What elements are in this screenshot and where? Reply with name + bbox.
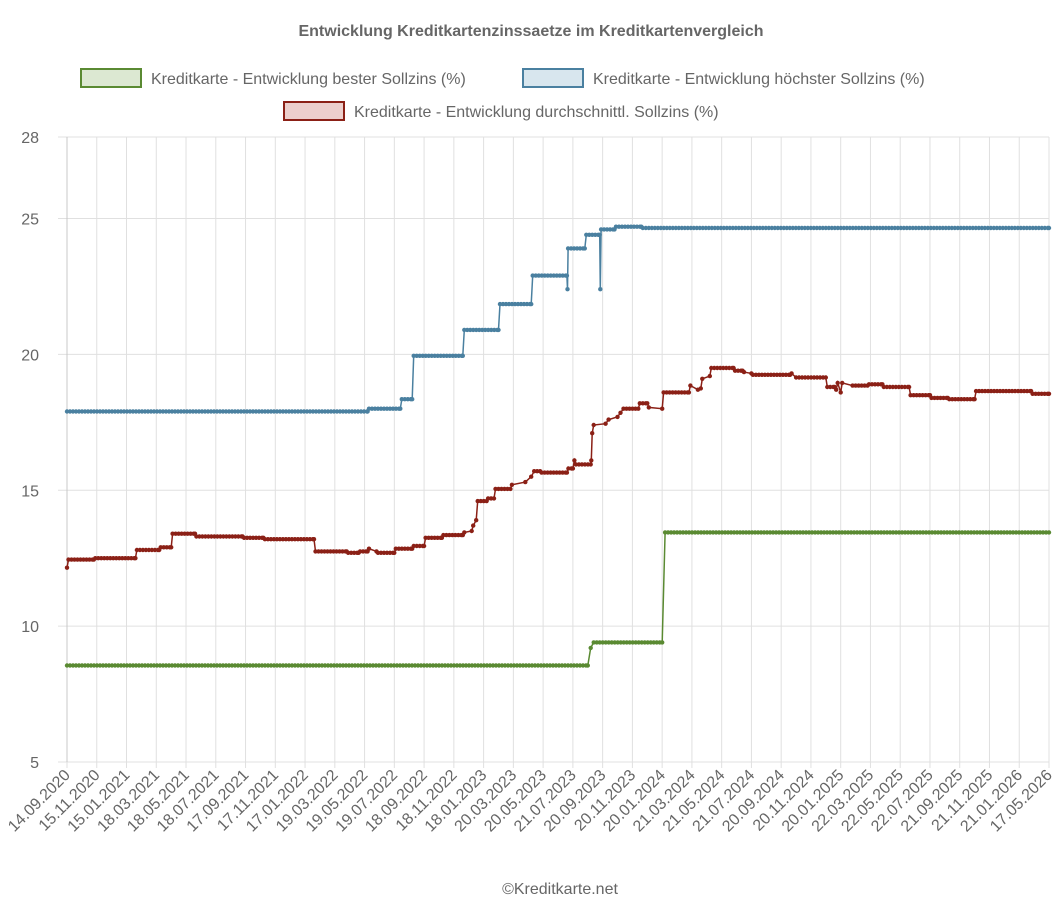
y-tick-label: 10 <box>21 619 39 636</box>
data-point <box>660 640 665 645</box>
data-point <box>972 397 977 402</box>
data-point <box>603 421 608 426</box>
data-point <box>529 474 534 479</box>
data-point <box>838 390 843 395</box>
data-point <box>700 376 705 381</box>
y-tick-label: 20 <box>21 347 39 364</box>
series-layer <box>64 224 1052 668</box>
data-point <box>589 458 594 463</box>
data-point <box>597 232 602 237</box>
data-point <box>508 486 513 492</box>
data-point <box>1046 530 1052 535</box>
data-point <box>392 550 397 555</box>
data-point <box>686 390 692 395</box>
data-point <box>823 375 828 380</box>
grid <box>58 136 1050 768</box>
data-point <box>565 287 570 292</box>
legend-swatch <box>283 101 345 121</box>
y-tick-label: 28 <box>21 130 39 147</box>
data-point <box>588 645 593 651</box>
legend-label: Kreditkarte - Entwicklung bester Sollzin… <box>151 71 466 88</box>
data-point <box>311 537 317 542</box>
series-line <box>67 531 1049 667</box>
legend-swatch <box>522 68 584 88</box>
data-point <box>646 405 651 410</box>
data-point <box>906 384 912 390</box>
data-point <box>591 422 596 428</box>
data-point <box>789 371 794 376</box>
legend-item[interactable]: Kreditkarte - Entwicklung bester Sollzin… <box>80 68 466 88</box>
data-point <box>410 397 415 402</box>
data-point <box>585 663 590 668</box>
data-point <box>707 373 712 379</box>
data-point <box>496 327 501 333</box>
data-point <box>615 414 620 420</box>
legend[interactable]: Kreditkarte - Entwicklung bester Sollzin… <box>80 68 925 121</box>
data-point <box>835 380 840 386</box>
data-point <box>169 545 174 550</box>
data-point <box>474 518 479 523</box>
data-point <box>564 273 570 278</box>
data-point <box>366 546 372 551</box>
data-point <box>1046 391 1052 396</box>
data-point <box>570 466 576 471</box>
data-point <box>660 406 665 411</box>
data-point <box>523 479 528 485</box>
data-point <box>460 353 465 358</box>
data-point <box>421 543 427 549</box>
data-point <box>840 380 845 386</box>
data-point <box>469 528 474 534</box>
data-point <box>582 246 587 251</box>
data-point <box>509 482 515 487</box>
data-point <box>741 369 747 375</box>
data-point <box>491 496 497 501</box>
data-point <box>133 556 138 561</box>
data-point <box>636 406 641 411</box>
series-2 <box>64 224 1052 414</box>
legend-item[interactable]: Kreditkarte - Entwicklung höchster Sollz… <box>522 68 925 88</box>
data-point <box>398 406 403 411</box>
x-axis: 14.09.202015.11.202015.01.202118.03.2021… <box>5 767 1056 836</box>
data-point <box>1046 225 1052 231</box>
data-point <box>64 565 70 570</box>
copyright-text: ©Kreditkarte.net <box>502 881 618 898</box>
series-1 <box>64 530 1052 668</box>
data-point <box>698 386 703 391</box>
legend-label: Kreditkarte - Entwicklung durchschnittl.… <box>354 104 719 121</box>
legend-item[interactable]: Kreditkarte - Entwicklung durchschnittl.… <box>283 101 719 121</box>
y-tick-label: 15 <box>21 483 39 500</box>
y-axis: 5 10 15 20 25 28 <box>21 130 39 772</box>
data-point <box>462 530 467 535</box>
data-point <box>471 523 476 528</box>
legend-label: Kreditkarte - Entwicklung höchster Sollz… <box>593 71 925 88</box>
y-tick-label: 5 <box>30 755 39 772</box>
data-point <box>588 462 593 467</box>
data-point <box>590 431 595 436</box>
data-point <box>688 383 693 388</box>
legend-swatch <box>80 68 142 88</box>
data-point <box>618 410 623 415</box>
data-point <box>645 401 650 406</box>
chart-title: Entwicklung Kreditkartenzinssaetze im Kr… <box>298 23 763 40</box>
data-point <box>529 301 534 307</box>
data-point <box>606 417 611 422</box>
data-point <box>598 287 603 292</box>
data-point <box>834 387 839 392</box>
data-point <box>572 458 577 463</box>
series-3 <box>64 365 1052 570</box>
series-line <box>67 225 1049 413</box>
data-point <box>564 470 570 475</box>
y-tick-label: 25 <box>21 212 39 229</box>
